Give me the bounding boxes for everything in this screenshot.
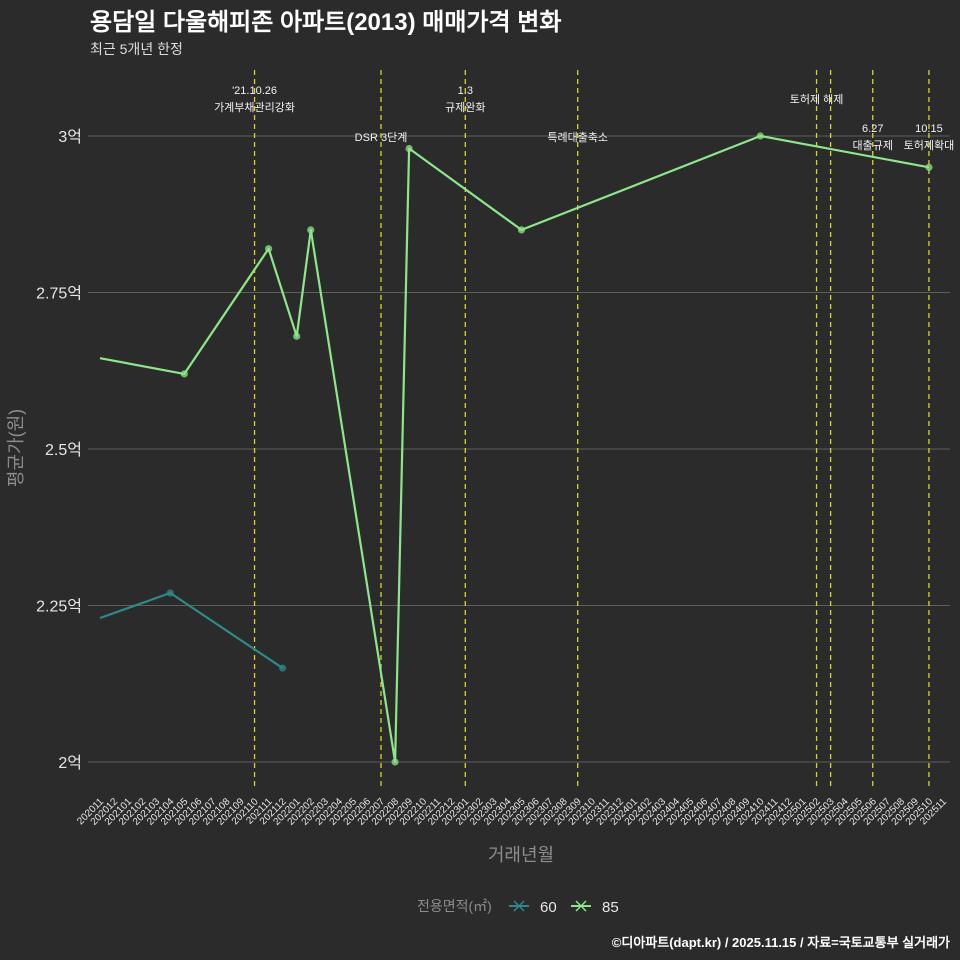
data-point-60 bbox=[166, 589, 174, 597]
series-layer bbox=[99, 132, 933, 766]
policy-event-label: 10.15 bbox=[915, 123, 943, 135]
data-point-85 bbox=[405, 144, 413, 153]
legend-title: 전용면적(㎡) bbox=[417, 898, 492, 914]
legend-label-85: 85 bbox=[602, 899, 619, 916]
policy-event-label: '21.10.26 bbox=[232, 85, 277, 97]
footer-credit: ©디아파트(dapt.kr) / 2025.11.15 / 자료=국토교통부 실… bbox=[612, 935, 950, 950]
series-line-60 bbox=[99, 591, 284, 670]
y-tick-label: 2.5억 bbox=[45, 441, 82, 459]
legend-key-mark bbox=[513, 900, 525, 912]
series-line-85 bbox=[99, 134, 930, 764]
data-point-85 bbox=[265, 245, 273, 253]
y-tick-label: 2.75억 bbox=[36, 285, 82, 303]
data-point-85 bbox=[391, 758, 399, 766]
legend-key-mark bbox=[575, 900, 587, 912]
data-point-85 bbox=[925, 163, 933, 171]
policy-event-label: 특례대출축소 bbox=[547, 131, 608, 144]
x-tick-layer: 2020112020122021012021022021032021042021… bbox=[75, 796, 949, 828]
y-tick-label: 3억 bbox=[58, 128, 82, 146]
policy-event-label: 토허제 해제 bbox=[790, 92, 844, 106]
policy-event-label: 규제완화 bbox=[445, 101, 485, 114]
policy-event-label: 토허제확대 bbox=[904, 139, 955, 152]
data-point-85 bbox=[307, 226, 315, 234]
data-point-85 bbox=[293, 332, 301, 340]
policy-event-label: 가계부채관리강화 bbox=[214, 101, 295, 114]
y-tick-label: 2억 bbox=[58, 754, 82, 772]
policy-event-label: 대출규제 bbox=[853, 139, 893, 152]
data-point-85 bbox=[756, 132, 764, 140]
grid-layer: 2억 2.25억 2.5억 2.75억 3억 bbox=[36, 128, 950, 772]
y-axis-title: 평균가(원) bbox=[6, 409, 26, 487]
chart-subtitle: 최근 5개년 한정 bbox=[90, 41, 183, 57]
policy-event-label: 1.3 bbox=[458, 85, 473, 97]
data-point-85 bbox=[180, 370, 188, 378]
x-axis-title: 거래년월 bbox=[488, 845, 554, 865]
legend-label-60: 60 bbox=[540, 899, 557, 916]
policy-event-label: 6.27 bbox=[862, 123, 883, 135]
policy-event-label: DSR 3단계 bbox=[355, 131, 408, 144]
data-point-60 bbox=[279, 664, 287, 672]
data-point-85 bbox=[517, 226, 526, 234]
y-tick-label: 2.25억 bbox=[36, 598, 82, 616]
chart-title: 용담일 다울해피존 아파트(2013) 매매가격 변화 bbox=[90, 9, 561, 36]
legend: 전용면적(㎡) 60 85 bbox=[417, 898, 619, 916]
